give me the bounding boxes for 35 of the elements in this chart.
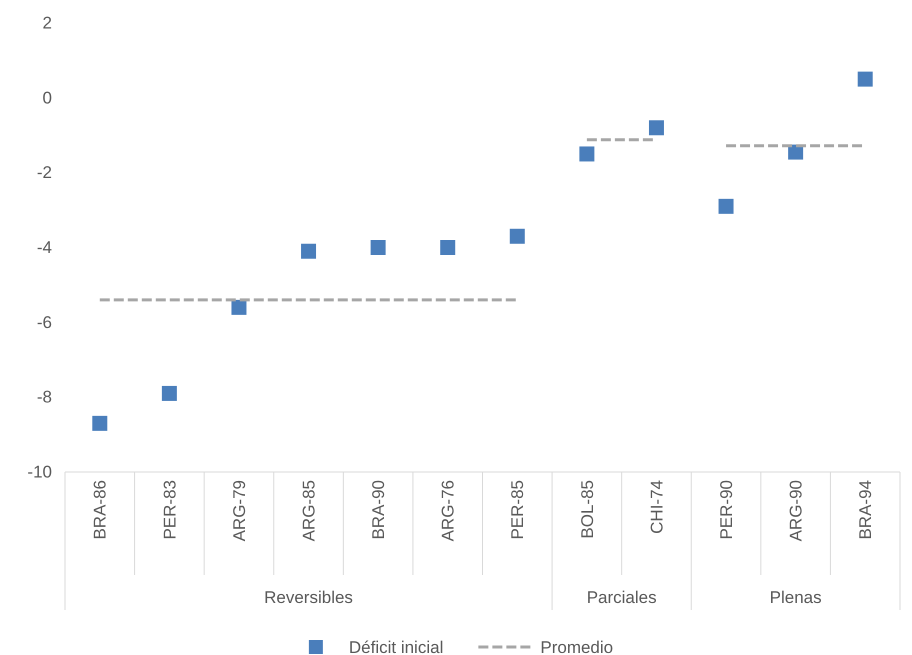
x-tick-label: PER-85 [508, 480, 528, 540]
y-tick-label: -2 [36, 163, 52, 182]
x-tick-label: BOL-85 [578, 480, 597, 539]
point [162, 386, 177, 401]
point [718, 198, 734, 214]
point [510, 228, 525, 244]
y-tick-label: -8 [36, 388, 52, 407]
text: Plenas [770, 588, 822, 607]
x-tick-label: ARG-79 [230, 480, 249, 542]
text: Reversibles [264, 588, 353, 607]
y-tick-label: -4 [36, 238, 52, 257]
y-tick-label: -6 [36, 312, 52, 332]
x-tick-label: BRA-86 [90, 480, 110, 540]
point [231, 300, 246, 315]
text: Parciales [586, 588, 657, 607]
x-tick-label: BRA-90 [369, 480, 388, 540]
x-tick-label: BRA-94 [856, 480, 876, 540]
x-tick-label: ARG-90 [786, 480, 806, 542]
y-tick-label: 2 [42, 13, 52, 32]
point [858, 72, 873, 87]
x-tick-label: PER-83 [160, 480, 180, 540]
x-tick-label: CHI-74 [647, 480, 666, 534]
legend-label: Déficit inicial [348, 638, 444, 655]
y-tick-label: 0 [42, 88, 52, 108]
x-tick-label: PER-90 [716, 480, 736, 540]
y-tick-label: -10 [27, 462, 52, 482]
point [440, 240, 456, 255]
legend-label: Promedio [540, 638, 614, 655]
point [648, 120, 664, 136]
x-tick-label: ARG-85 [299, 480, 318, 542]
point [92, 416, 108, 431]
x-tick-label: ARG-76 [438, 480, 458, 542]
point [301, 244, 316, 259]
point [579, 146, 594, 162]
point [370, 240, 386, 255]
